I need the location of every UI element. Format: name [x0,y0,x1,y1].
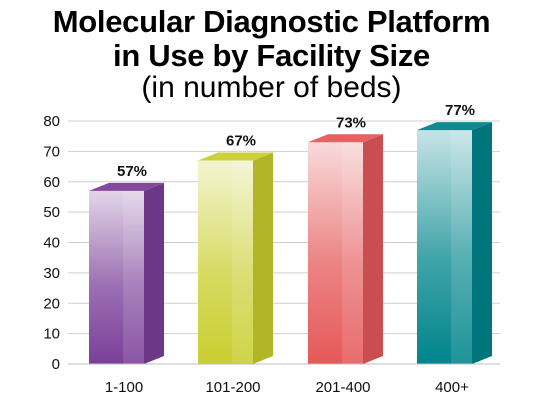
y-tick-label: 0 [52,356,60,373]
bar-top [308,134,383,143]
data-label: 73% [336,114,366,131]
bar-highlight [342,142,363,364]
chart-subtitle: (in number of beds) [141,71,402,104]
x-tick-label: 1-100 [105,379,143,396]
y-tick-label: 20 [43,295,60,312]
bar-group: 77% [417,102,492,364]
x-tick-label: 201-400 [315,379,370,396]
bar-front [198,160,253,364]
bar-group: 67% [198,132,273,364]
y-tick-label: 70 [43,143,60,160]
chart-title-line-1: Molecular Diagnostic Platform [52,4,491,39]
data-label: 57% [117,163,147,180]
bar-front [89,190,144,364]
data-label: 77% [445,102,475,119]
bar-highlight [451,130,472,364]
bar-side [253,152,273,364]
y-axis: 0 10 20 30 40 50 60 70 80 [43,113,60,373]
data-label: 67% [226,132,256,149]
bar-highlight [232,160,253,364]
bar-side [472,122,492,364]
bar-top [89,182,164,191]
y-tick-label: 80 [43,113,60,130]
bar-top [198,152,273,161]
bar-side [363,134,383,364]
bars: 57% 67% 73% 77% [89,102,492,364]
y-tick-label: 10 [43,326,60,343]
y-tick-label: 40 [43,235,60,252]
bar-group: 57% [89,163,164,364]
chart-title-line-2: in Use by Facility Size [113,38,430,73]
x-tick-label: 101-200 [205,379,260,396]
bar-side [144,182,164,364]
y-tick-label: 50 [43,204,60,221]
bar-front [308,142,363,364]
bar-front [417,130,472,364]
x-tick-label: 400+ [435,379,469,396]
bar-highlight [123,190,144,364]
x-axis: 1-100 101-200 201-400 400+ [68,363,500,396]
bar-top [417,122,492,131]
y-tick-label: 60 [43,174,60,191]
y-tick-label: 30 [43,265,60,282]
bar-group: 73% [308,114,383,364]
